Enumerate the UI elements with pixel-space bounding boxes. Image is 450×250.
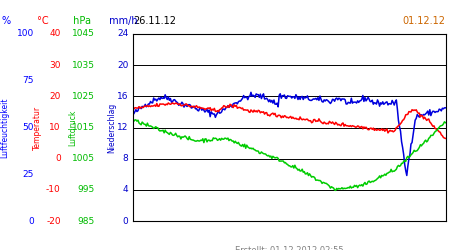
Text: 985: 985	[77, 217, 94, 226]
Text: mm/h: mm/h	[106, 16, 137, 26]
Text: 1025: 1025	[72, 92, 94, 101]
Text: 75: 75	[22, 76, 34, 85]
Text: 10: 10	[49, 123, 61, 132]
Text: 8: 8	[122, 154, 128, 163]
Text: Luftfeuchtigkeit: Luftfeuchtigkeit	[0, 97, 9, 158]
Text: 1045: 1045	[72, 29, 94, 38]
Text: 12: 12	[117, 123, 128, 132]
Text: 16: 16	[117, 92, 128, 101]
Text: %: %	[2, 16, 14, 26]
Text: 20: 20	[117, 60, 128, 70]
Text: 40: 40	[50, 29, 61, 38]
Text: 26.11.12: 26.11.12	[133, 16, 176, 26]
Text: -20: -20	[46, 217, 61, 226]
Text: Luftdruck: Luftdruck	[68, 109, 77, 146]
Text: 24: 24	[117, 29, 128, 38]
Text: 1035: 1035	[72, 60, 94, 70]
Text: 25: 25	[22, 170, 34, 179]
Text: 1005: 1005	[72, 154, 94, 163]
Text: 0: 0	[28, 217, 34, 226]
Text: Temperatur: Temperatur	[33, 106, 42, 150]
Text: °C: °C	[34, 16, 49, 26]
Text: -10: -10	[46, 186, 61, 194]
Text: Niederschlag: Niederschlag	[107, 102, 116, 152]
Text: 1015: 1015	[72, 123, 94, 132]
Text: hPa: hPa	[70, 16, 91, 26]
Text: 01.12.12: 01.12.12	[402, 16, 446, 26]
Text: 30: 30	[49, 60, 61, 70]
Text: 20: 20	[50, 92, 61, 101]
Text: 0: 0	[122, 217, 128, 226]
Text: Erstellt: 01.12.2012 02:55: Erstellt: 01.12.2012 02:55	[235, 246, 343, 250]
Text: 100: 100	[17, 29, 34, 38]
Text: 50: 50	[22, 123, 34, 132]
Text: 4: 4	[122, 186, 128, 194]
Text: 995: 995	[77, 186, 94, 194]
Text: 0: 0	[55, 154, 61, 163]
